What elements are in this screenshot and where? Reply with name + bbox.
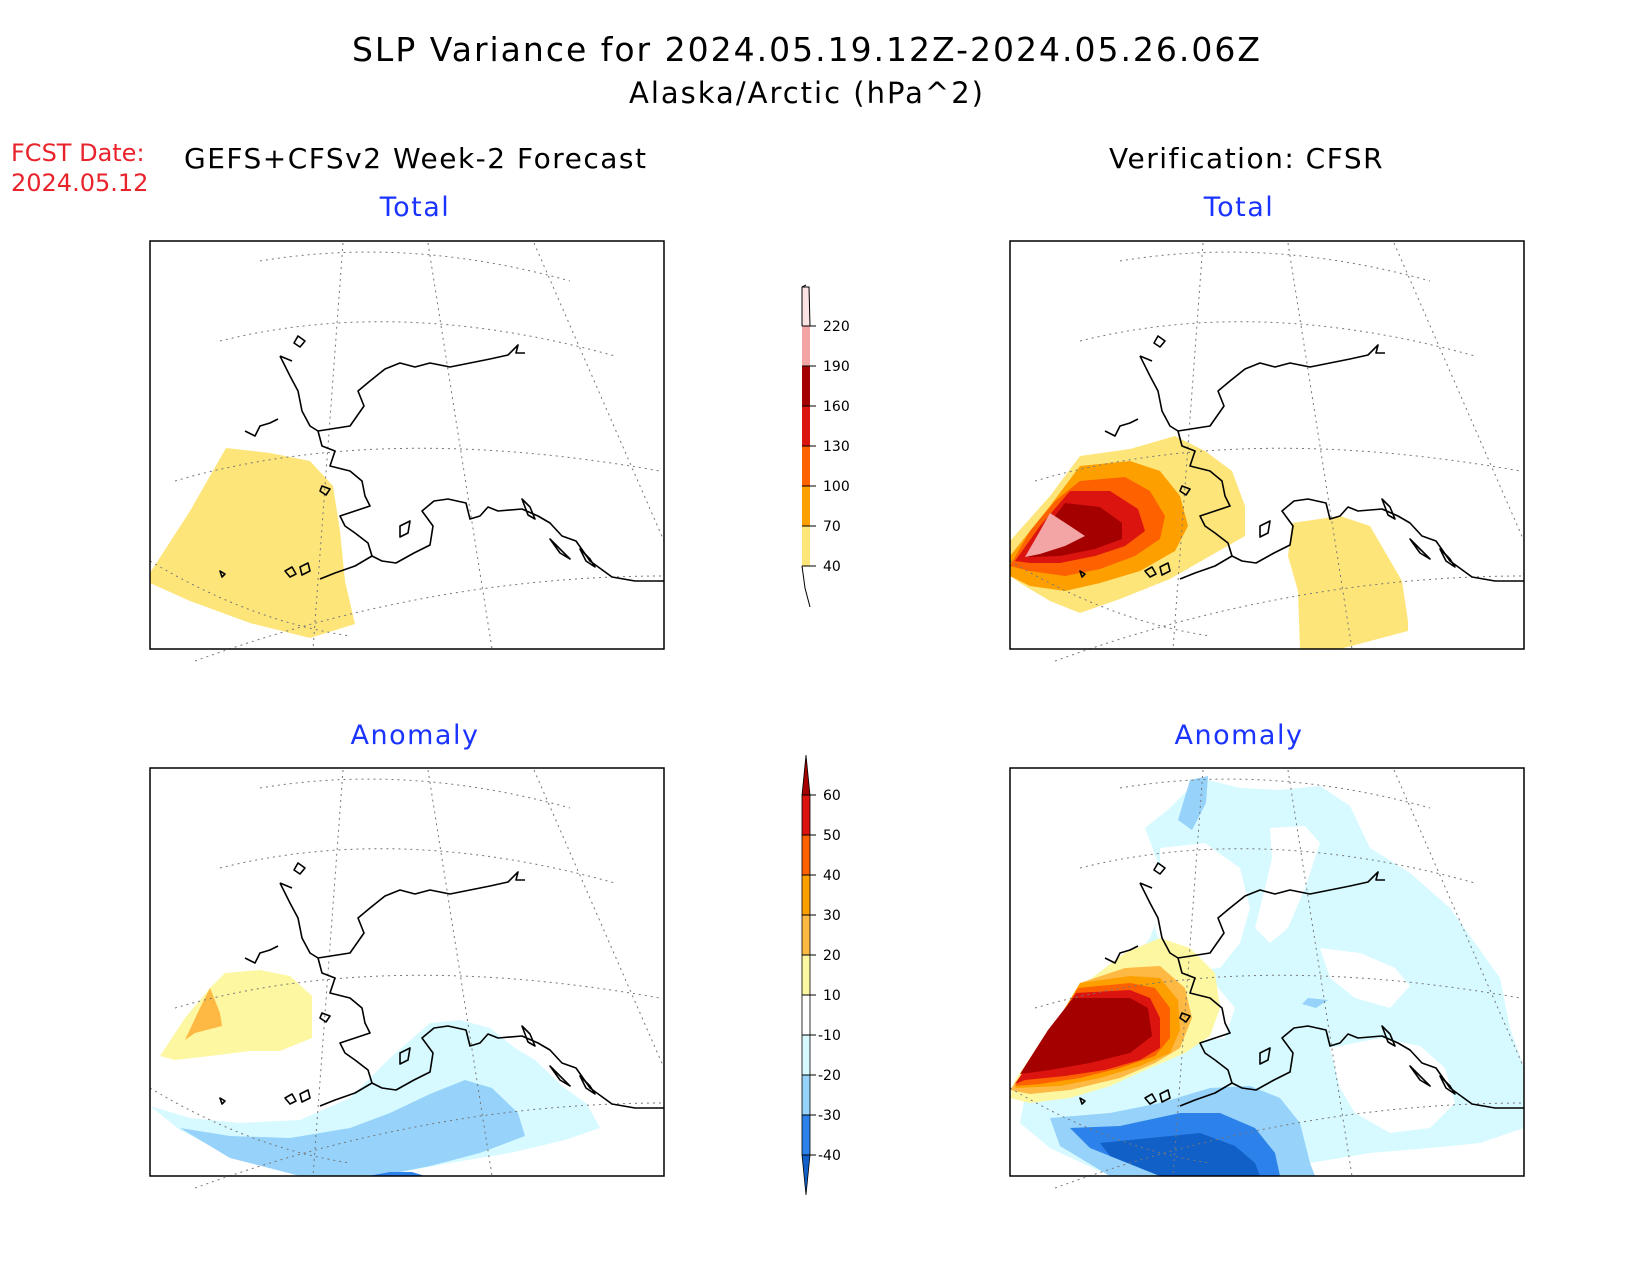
- colorbar-anomaly-swatch: [802, 755, 810, 795]
- panel-label-top-right: Total: [1203, 192, 1275, 223]
- colorbar-total-swatch: [802, 287, 810, 326]
- subtitle: Alaska/Arctic (hPa^2): [629, 76, 985, 110]
- panel-label-top-left: Total: [379, 192, 451, 223]
- colorbar-total-swatch: [802, 446, 810, 486]
- fcst-date-value: 2024.05.12: [11, 169, 149, 197]
- panel-frame: [149, 767, 665, 1177]
- colorbar-anomaly-swatch: [802, 955, 810, 995]
- colorbar-anomaly-tick: 40: [823, 868, 841, 884]
- colorbar-total-swatch: [802, 366, 810, 406]
- panel-frame: [149, 240, 665, 650]
- colorbar-total-tick: 40: [823, 559, 841, 575]
- shading-forecast-total: [150, 448, 355, 638]
- colorbar-anomaly: 60 50 40 30 20 10 -10 -20 -30 -40: [801, 754, 841, 1196]
- shading-verification-total: [1010, 436, 1408, 649]
- colorbar-total-tick: 190: [823, 359, 850, 375]
- colorbar-anomaly-tick: 20: [823, 948, 841, 964]
- colorbar-anomaly-swatch: [802, 1115, 810, 1155]
- left-column-title: GEFS+CFSv2 Week-2 Forecast: [184, 142, 648, 175]
- colorbar-anomaly-tick: 30: [823, 908, 841, 924]
- panel-label-bottom-right: Anomaly: [1174, 720, 1304, 751]
- colorbar-anomaly-swatch: [802, 1075, 810, 1115]
- right-column-title: Verification: CFSR: [1109, 142, 1385, 175]
- colorbar-anomaly-tick: 50: [823, 828, 841, 844]
- colorbar-total-tick: 160: [823, 399, 850, 415]
- colorbar-total-swatch: [802, 406, 810, 446]
- colorbar-total-swatch: [802, 526, 810, 566]
- colorbar-anomaly-swatch: [802, 795, 810, 835]
- colorbar-anomaly-swatch: [802, 1155, 810, 1195]
- colorbar-total-tick: 130: [823, 439, 850, 455]
- colorbar-total: 220 190 160 130 100 70 40: [801, 284, 850, 608]
- panel-label-bottom-left: Anomaly: [350, 720, 480, 751]
- colorbar-anomaly-swatch: [802, 995, 810, 1035]
- panel-forecast-anomaly: [149, 767, 665, 1189]
- colorbar-total-swatch: [802, 486, 810, 526]
- colorbar-total-tick: 220: [823, 319, 850, 335]
- colorbar-anomaly-swatch: [802, 835, 810, 875]
- shading-verification-anomaly: [1010, 776, 1524, 1176]
- panel-frame: [1009, 240, 1525, 650]
- panel-verification-total: [1009, 240, 1525, 662]
- main-title: SLP Variance for 2024.05.19.12Z-2024.05.…: [351, 30, 1263, 69]
- colorbar-total-swatch: [802, 326, 810, 366]
- shading-forecast-anomaly: [150, 970, 600, 1176]
- colorbar-anomaly-tick: -30: [818, 1108, 841, 1124]
- colorbar-anomaly-tick: -40: [818, 1148, 841, 1164]
- colorbar-anomaly-tick: -20: [818, 1068, 841, 1084]
- colorbar-anomaly-swatch: [802, 1035, 810, 1075]
- colorbar-total-tick: 70: [823, 519, 841, 535]
- colorbar-total-tick: 100: [823, 479, 850, 495]
- colorbar-anomaly-tick: 60: [823, 788, 841, 804]
- colorbar-anomaly-tick: 10: [823, 988, 841, 1004]
- colorbar-anomaly-tick: -10: [818, 1028, 841, 1044]
- colorbar-anomaly-swatch: [802, 915, 810, 955]
- colorbar-anomaly-swatch: [802, 875, 810, 915]
- panel-frame: [1009, 767, 1525, 1177]
- panel-forecast-total: [149, 240, 665, 662]
- panel-verification-anomaly: [1009, 767, 1525, 1189]
- fcst-date: FCST Date: 2024.05.12: [11, 138, 148, 198]
- fcst-date-label: FCST Date:: [11, 139, 145, 167]
